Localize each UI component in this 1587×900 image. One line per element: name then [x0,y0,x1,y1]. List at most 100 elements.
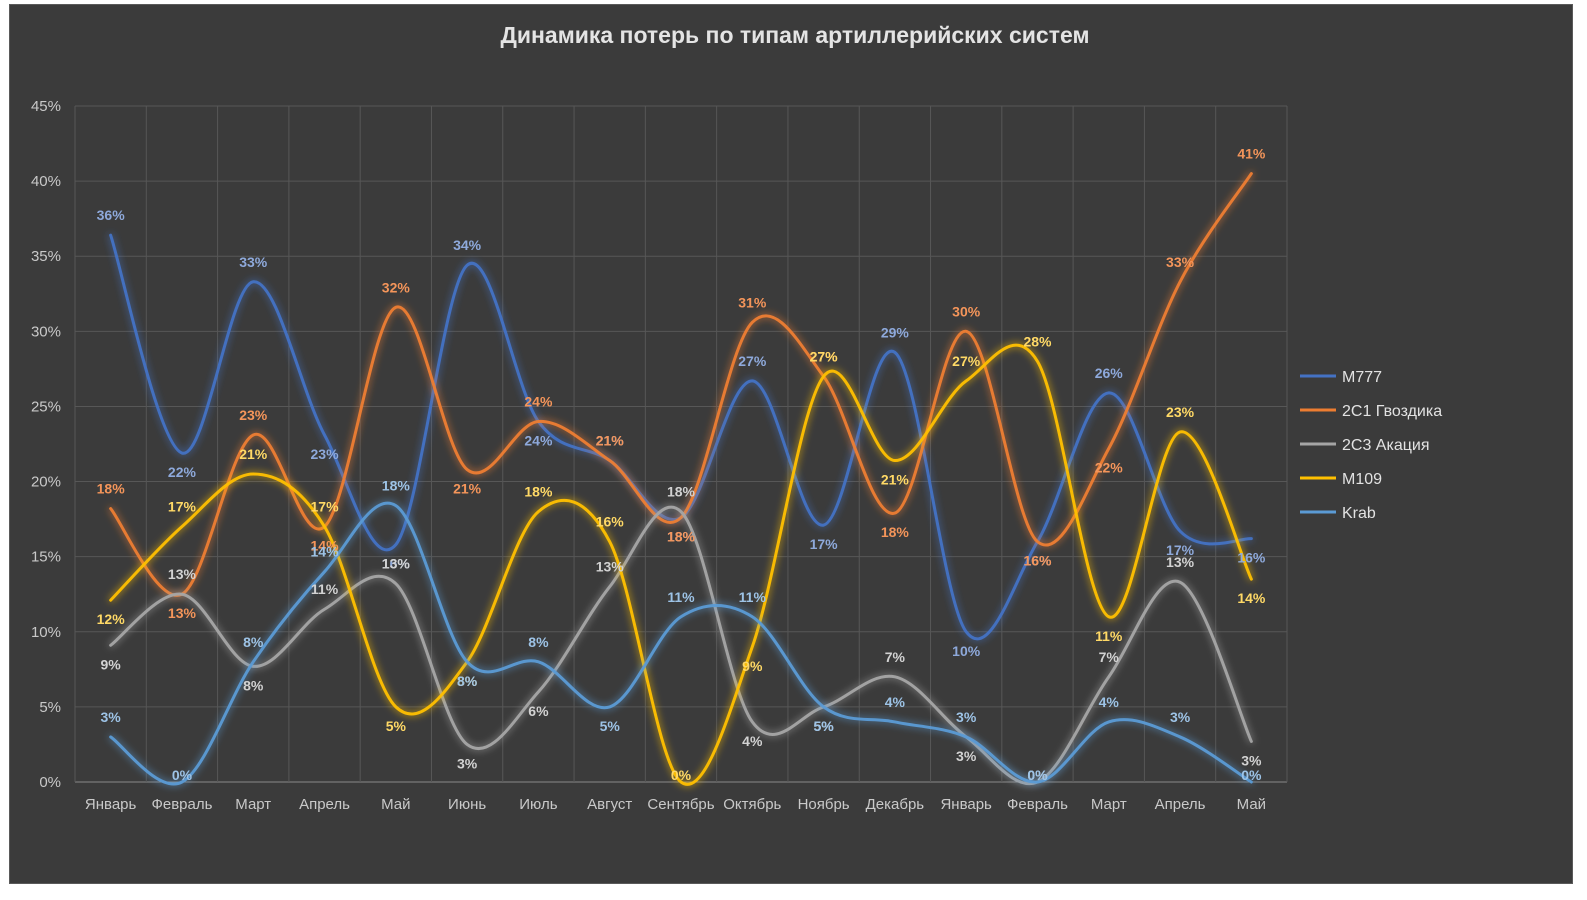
data-label: 21% [596,433,625,449]
data-label: 3% [457,755,478,771]
y-tick-label: 45% [31,98,61,115]
data-label: 9% [101,656,122,672]
data-label: 8% [457,673,478,689]
data-label: 12% [97,611,126,627]
data-label: 21% [239,446,268,462]
y-tick-label: 30% [31,323,61,340]
y-tick-label: 35% [31,248,61,265]
data-label: 28% [1023,333,1052,349]
data-label: 34% [453,237,482,253]
data-label: 27% [738,353,767,369]
x-tick-label: Апрель [299,796,350,813]
data-label: 8% [528,634,549,650]
data-label: 3% [956,748,977,764]
data-label: 4% [742,733,763,749]
data-label: 32% [382,279,411,295]
data-label: 4% [885,694,906,710]
data-label: 30% [952,303,981,319]
data-label: 13% [168,566,197,582]
data-label: 14% [311,544,340,560]
data-label: 16% [382,556,411,572]
series-line-2 [109,505,1253,786]
data-label: 5% [386,718,407,734]
x-tick-label: Март [235,796,271,813]
data-label: 8% [243,677,264,693]
y-tick-label: 5% [39,699,61,716]
data-label: 24% [524,393,553,409]
legend-label: 2С1 Гвоздика [1342,403,1442,420]
data-label: 13% [1166,554,1195,570]
data-label: 11% [1095,628,1123,644]
x-tick-label: Июнь [448,796,486,813]
data-label: 8% [457,673,478,689]
data-label: 5% [813,718,834,734]
data-label: 23% [239,407,268,423]
data-label: 8% [243,634,264,650]
data-label: 11% [739,589,767,605]
data-label: 18% [881,524,910,540]
data-label: 23% [311,446,340,462]
data-label: 11% [311,581,339,597]
y-tick-label: 0% [39,774,61,791]
data-label: 27% [952,353,981,369]
data-label: 6% [528,703,549,719]
data-label: 14% [311,538,340,554]
x-tick-label: Июль [519,796,557,813]
data-label: 18% [524,484,553,500]
data-label: 17% [168,499,197,515]
data-label: 22% [168,464,197,480]
data-label: 18% [667,484,696,500]
data-label: 16% [1237,550,1266,566]
data-label: 22% [1095,460,1124,476]
y-tick-label: 40% [31,173,61,190]
x-tick-label: Январь [85,796,137,813]
data-label: 23% [1166,404,1195,420]
x-tick-label: Сентябрь [647,796,714,813]
data-label: 0% [1241,767,1262,783]
x-tick-label: Март [1091,796,1127,813]
data-label: 7% [1099,649,1120,665]
data-label: 14% [1237,590,1266,606]
data-label: 41% [1237,146,1266,162]
series-line-1 [109,172,1253,597]
x-tick-label: Февраль [151,796,212,813]
data-label: 17% [311,499,340,515]
data-label: 0% [1027,767,1048,783]
data-label: 24% [524,432,553,448]
data-label: 18% [382,478,411,494]
data-label: 31% [738,294,767,310]
data-label: 33% [239,254,268,270]
legend: M777 2С1 Гвоздика 2С3 Акация M109 Krab [1300,369,1442,522]
data-label: 11% [667,589,695,605]
legend-label: 2С3 Акация [1342,437,1429,454]
data-label: 5% [600,718,621,734]
data-label: 0% [671,767,692,783]
legend-label: M777 [1342,369,1382,386]
data-label: 36% [97,207,126,223]
chart-title: Динамика потерь по типам артиллерийских … [500,22,1090,48]
data-label: 21% [596,433,625,449]
data-label: 18% [667,529,696,545]
data-label: 21% [453,481,482,497]
data-label: 3% [1170,709,1191,725]
data-label: 16% [1023,553,1052,569]
data-label: 29% [881,324,910,340]
data-label: 18% [97,481,126,497]
x-tick-label: Февраль [1007,796,1068,813]
data-label: 3% [101,709,122,725]
data-label: 4% [1099,694,1120,710]
legend-label: Krab [1342,505,1376,522]
series-line-4 [109,501,1253,786]
data-label: 21% [881,472,910,488]
data-label: 33% [1166,254,1195,270]
x-tick-label: Октябрь [723,796,781,813]
y-tick-label: 25% [31,398,61,415]
x-tick-label: Май [1237,796,1266,813]
data-label: 26% [1095,365,1124,381]
x-tick-label: Ноябрь [798,796,850,813]
data-label: 27% [810,348,839,364]
x-tick-label: Апрель [1155,796,1206,813]
data-label: 17% [1166,542,1195,558]
x-tick-label: Декабрь [866,796,925,813]
